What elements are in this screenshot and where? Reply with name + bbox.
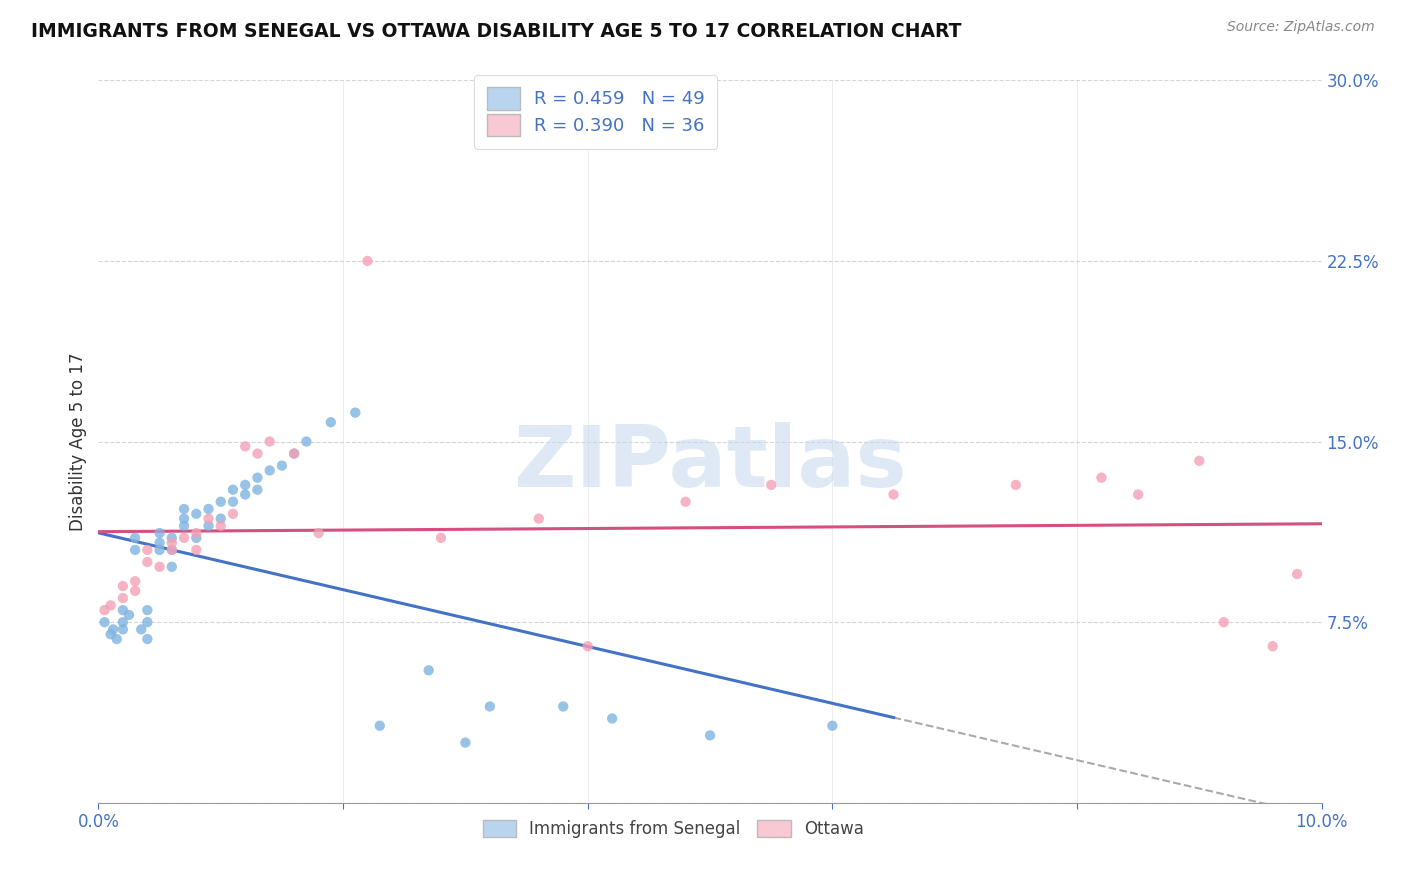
Point bbox=[186, 507, 208, 521]
Point bbox=[186, 542, 208, 557]
Point bbox=[149, 542, 172, 557]
Point bbox=[527, 511, 550, 525]
Point bbox=[129, 623, 152, 637]
Point bbox=[160, 542, 183, 557]
Point bbox=[149, 535, 172, 549]
Point bbox=[344, 406, 367, 420]
Point bbox=[246, 483, 269, 497]
Point bbox=[160, 559, 183, 574]
Point bbox=[233, 439, 256, 453]
Point bbox=[246, 470, 269, 484]
Point bbox=[759, 478, 782, 492]
Point bbox=[319, 415, 342, 429]
Point bbox=[105, 632, 128, 646]
Point bbox=[454, 735, 477, 749]
Point bbox=[111, 603, 134, 617]
Point bbox=[675, 494, 697, 508]
Point bbox=[368, 719, 391, 733]
Point bbox=[149, 526, 172, 541]
Point bbox=[149, 559, 172, 574]
Point bbox=[173, 511, 195, 525]
Point bbox=[222, 483, 245, 497]
Point bbox=[270, 458, 292, 473]
Point bbox=[308, 526, 330, 541]
Point bbox=[160, 531, 183, 545]
Point bbox=[173, 531, 195, 545]
Point bbox=[124, 542, 146, 557]
Point bbox=[111, 615, 134, 630]
Point bbox=[111, 579, 134, 593]
Point bbox=[197, 511, 219, 525]
Text: Source: ZipAtlas.com: Source: ZipAtlas.com bbox=[1227, 20, 1375, 34]
Point bbox=[699, 728, 721, 742]
Point bbox=[101, 623, 124, 637]
Point bbox=[209, 518, 232, 533]
Point bbox=[283, 446, 305, 460]
Point bbox=[233, 487, 256, 501]
Point bbox=[136, 603, 159, 617]
Text: IMMIGRANTS FROM SENEGAL VS OTTAWA DISABILITY AGE 5 TO 17 CORRELATION CHART: IMMIGRANTS FROM SENEGAL VS OTTAWA DISABI… bbox=[31, 22, 962, 41]
Y-axis label: Disability Age 5 to 17: Disability Age 5 to 17 bbox=[69, 352, 87, 531]
Point bbox=[1128, 487, 1150, 501]
Point bbox=[173, 502, 195, 516]
Point bbox=[1261, 639, 1284, 653]
Text: ZIPatlas: ZIPatlas bbox=[513, 422, 907, 505]
Point bbox=[209, 494, 232, 508]
Point bbox=[93, 615, 115, 630]
Point bbox=[209, 511, 232, 525]
Point bbox=[111, 591, 134, 605]
Point bbox=[124, 531, 146, 545]
Point bbox=[136, 542, 159, 557]
Legend: Immigrants from Senegal, Ottawa: Immigrants from Senegal, Ottawa bbox=[477, 814, 870, 845]
Point bbox=[600, 712, 623, 726]
Point bbox=[118, 607, 141, 622]
Point bbox=[356, 253, 378, 268]
Point bbox=[100, 627, 122, 641]
Point bbox=[197, 502, 219, 516]
Point bbox=[821, 719, 844, 733]
Point bbox=[430, 531, 453, 545]
Point bbox=[1090, 470, 1112, 484]
Point bbox=[136, 615, 159, 630]
Point bbox=[1212, 615, 1234, 630]
Point bbox=[259, 434, 281, 449]
Point bbox=[246, 446, 269, 460]
Point bbox=[233, 478, 256, 492]
Point bbox=[222, 507, 245, 521]
Point bbox=[186, 531, 208, 545]
Point bbox=[197, 518, 219, 533]
Point bbox=[100, 599, 122, 613]
Point bbox=[136, 555, 159, 569]
Point bbox=[173, 518, 195, 533]
Point bbox=[418, 664, 440, 678]
Point bbox=[93, 603, 115, 617]
Point bbox=[553, 699, 575, 714]
Point bbox=[1188, 454, 1211, 468]
Point bbox=[283, 446, 305, 460]
Point bbox=[124, 574, 146, 589]
Point bbox=[883, 487, 905, 501]
Point bbox=[160, 542, 183, 557]
Point bbox=[1004, 478, 1026, 492]
Point bbox=[124, 583, 146, 598]
Point bbox=[160, 535, 183, 549]
Point bbox=[576, 639, 599, 653]
Point bbox=[259, 463, 281, 477]
Point bbox=[1286, 567, 1309, 582]
Point bbox=[136, 632, 159, 646]
Point bbox=[222, 494, 245, 508]
Point bbox=[478, 699, 501, 714]
Point bbox=[111, 623, 134, 637]
Point bbox=[186, 526, 208, 541]
Point bbox=[295, 434, 318, 449]
